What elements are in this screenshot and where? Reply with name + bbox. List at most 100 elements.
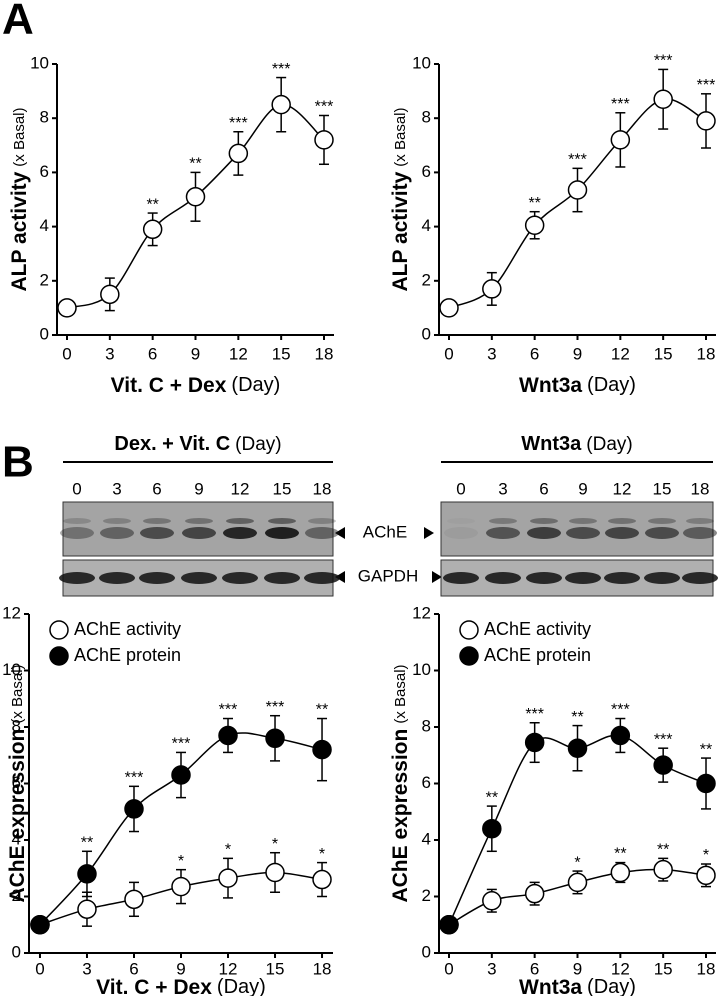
axis-title-unit: (x Basal) [392, 664, 409, 723]
band [226, 518, 254, 524]
axis-title-unit: (Day) [231, 374, 280, 396]
data-point [171, 765, 191, 785]
axis-title-unit: (x Basal) [9, 664, 26, 723]
data-point [124, 799, 144, 819]
significance: * [574, 854, 580, 871]
significance: *** [315, 99, 334, 116]
data-point [100, 284, 120, 305]
arrow [335, 527, 345, 539]
y-tick-label: 12 [2, 603, 21, 622]
data-point [57, 298, 77, 318]
data-point [567, 872, 588, 893]
x-tick-label: 3 [105, 344, 114, 363]
data-point [610, 130, 631, 150]
x-tick-label: 15 [654, 344, 673, 363]
y-tick-label: 0 [422, 942, 431, 961]
axis-title: ALP activity (x Basal) [8, 107, 31, 291]
data-point [482, 818, 502, 839]
y-tick-label: 6 [12, 773, 21, 792]
significance: *** [125, 770, 144, 787]
data-point [567, 180, 588, 200]
x-tick-label: 12 [229, 344, 248, 363]
data-point [142, 219, 163, 240]
band [222, 572, 258, 584]
significance: ** [528, 195, 540, 212]
x-tick-label: 3 [487, 959, 496, 978]
y-tick-label: 0 [12, 942, 21, 961]
axis-title-main: Vit. C + Dex [96, 976, 212, 996]
band [139, 572, 175, 584]
data-point [482, 279, 502, 299]
y-tick-label: 2 [422, 886, 431, 905]
lane-label: 6 [539, 479, 548, 498]
data-point [265, 728, 285, 749]
y-tick-label: 4 [40, 216, 49, 235]
x-tick-label: 6 [129, 959, 138, 978]
panel-label: A [2, 0, 34, 44]
data-point [610, 725, 631, 746]
y-tick-label: 8 [422, 108, 431, 127]
band [569, 518, 597, 524]
significance: * [703, 847, 709, 864]
x-tick-label: 0 [444, 959, 453, 978]
legend-marker [49, 646, 69, 666]
axis-title: AChE expression (x Basal) [389, 664, 412, 902]
axis-title: Vit. C + Dex (Day) [111, 374, 281, 397]
data-point [524, 215, 545, 235]
arrow [432, 571, 442, 583]
axis-title-unit: (Day) [217, 976, 266, 996]
data-point [77, 899, 97, 919]
x-tick-label: 9 [573, 959, 582, 978]
band [608, 518, 636, 524]
band [305, 527, 339, 539]
significance: *** [611, 96, 630, 113]
y-tick-label: 0 [422, 324, 431, 343]
axis-title: Wnt3a (Day) [519, 976, 636, 996]
axis-title: Vit. C + Dex (Day) [96, 976, 266, 996]
data-point [124, 889, 144, 910]
x-tick-label: 3 [82, 959, 91, 978]
significance: *** [172, 736, 191, 753]
legend-label: AChE activity [74, 619, 181, 639]
x-tick-label: 15 [654, 959, 673, 978]
significance: ** [316, 702, 328, 719]
lane-label: 3 [112, 479, 121, 498]
x-tick-label: 9 [176, 959, 185, 978]
x-tick-label: 6 [530, 959, 539, 978]
data-point [312, 869, 332, 890]
legend-marker [459, 620, 479, 640]
legend-label: AChE protein [74, 645, 181, 665]
significance: ** [571, 709, 583, 726]
y-tick-label: 6 [422, 773, 431, 792]
axis-title-main: AChE expression [389, 729, 412, 903]
significance: *** [697, 77, 716, 94]
data-point [265, 862, 285, 883]
axis-title-main: Wnt3a [521, 433, 582, 455]
data-point [171, 876, 191, 897]
band [644, 572, 680, 584]
significance: * [225, 842, 231, 859]
band [60, 527, 94, 539]
y-tick-label: 2 [40, 270, 49, 289]
y-tick-label: 12 [412, 603, 431, 622]
band [683, 527, 717, 539]
band [489, 518, 517, 524]
data-point [524, 732, 545, 753]
y-tick-label: 0 [40, 324, 49, 343]
legend-marker [49, 620, 69, 640]
significance: *** [654, 53, 673, 70]
axis-title-main: Dex. + Vit. C [114, 433, 230, 455]
band [223, 527, 257, 539]
lane-label: 9 [578, 479, 587, 498]
band [604, 572, 640, 584]
band [100, 527, 134, 539]
significance: *** [611, 702, 630, 719]
band [645, 527, 679, 539]
data-point [439, 915, 459, 935]
axis-title: ALP activity (x Basal) [389, 107, 412, 291]
axis-title: Wnt3a (Day) [519, 374, 636, 397]
band [182, 527, 216, 539]
y-tick-label: 10 [412, 53, 431, 72]
lane-label: 12 [231, 479, 250, 498]
lane-label: 6 [152, 479, 161, 498]
